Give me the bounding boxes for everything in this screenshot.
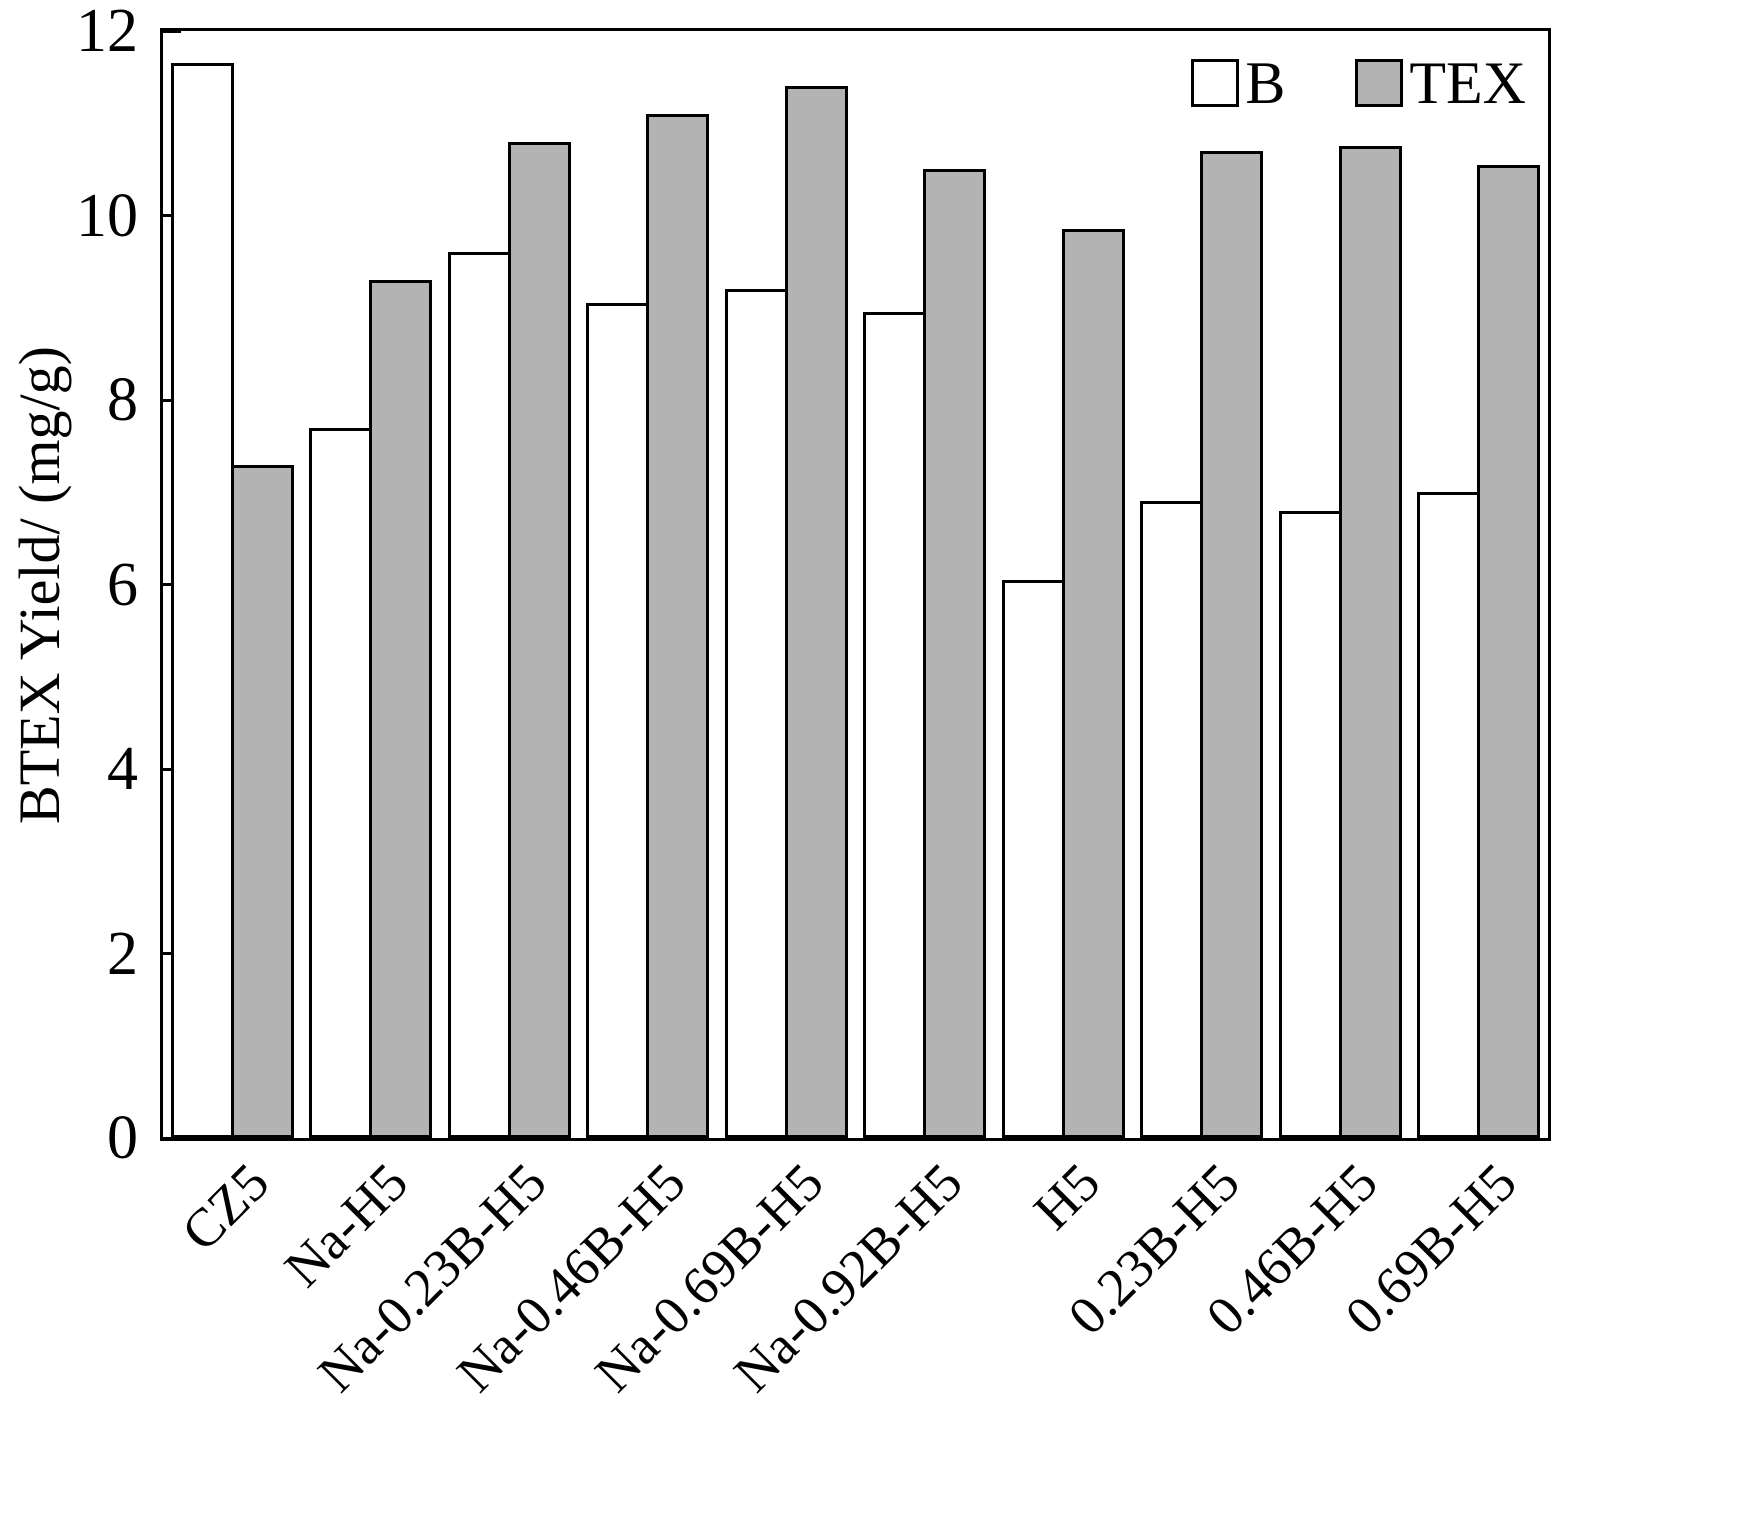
bar-B-CZ5 [171,63,234,1138]
bar-TEX-CZ5 [231,465,294,1138]
y-axis-tick-label: 0 [107,1104,138,1172]
bar-TEX-H5 [1062,229,1125,1138]
bar-B-0.23B-H5 [1140,501,1203,1138]
plot-area: B TEX [160,28,1551,1141]
y-axis-tick [163,1136,181,1140]
legend-label-TEX: TEX [1409,50,1526,116]
y-axis-tick [163,29,181,33]
legend-label-B: B [1245,50,1286,116]
legend-swatch-B [1191,59,1240,107]
bar-B-Na-0.69B-H5 [725,289,788,1138]
bar-TEX-0.46B-H5 [1339,146,1402,1138]
bar-TEX-0.23B-H5 [1200,151,1263,1138]
y-axis-tick-label: 8 [107,366,138,434]
bar-TEX-Na-0.69B-H5 [785,86,848,1138]
y-axis-tick-label: 6 [107,550,138,619]
legend-item-B: B [1191,53,1285,113]
bar-B-Na-0.23B-H5 [448,252,511,1138]
legend-item-TEX: TEX [1355,53,1526,113]
x-axis-category-label: H5 [1022,1151,1112,1241]
bar-B-Na-H5 [309,428,372,1138]
y-axis-tick-label: 2 [107,919,138,988]
bar-TEX-Na-0.46B-H5 [646,114,709,1138]
bar-B-Na-0.46B-H5 [586,303,649,1138]
bar-B-0.69B-H5 [1417,492,1480,1138]
y-axis-tick-label: 4 [107,735,138,803]
y-axis-tick-label: 12 [76,0,138,65]
bar-TEX-Na-0.23B-H5 [508,142,571,1138]
x-axis-category-label: CZ5 [169,1151,281,1263]
legend: B TEX [1191,53,1526,113]
y-axis-tick-label: 10 [76,181,138,250]
bar-B-Na-0.92B-H5 [863,312,926,1138]
bar-TEX-Na-0.92B-H5 [923,169,986,1138]
bar-TEX-Na-H5 [369,280,432,1138]
bar-B-H5 [1002,580,1065,1138]
bar-B-0.46B-H5 [1279,511,1342,1138]
bar-TEX-0.69B-H5 [1477,165,1540,1138]
legend-swatch-TEX [1355,59,1404,107]
